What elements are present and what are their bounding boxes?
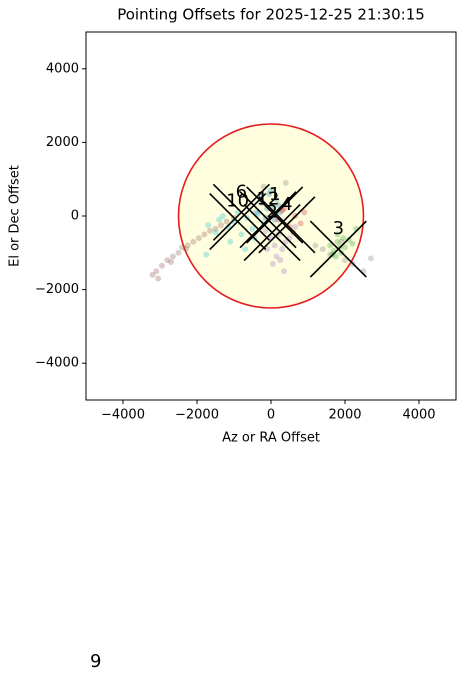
scatter-point xyxy=(182,246,189,253)
cluster-label: 12 xyxy=(257,189,280,210)
scatter-point xyxy=(268,187,274,194)
x-tick-label: 0 xyxy=(267,408,275,423)
scatter-point xyxy=(190,238,197,245)
scatter-point xyxy=(271,216,278,223)
scatter-point xyxy=(292,224,299,231)
scatter-point xyxy=(168,259,175,265)
scatter-point xyxy=(216,216,223,223)
scatter-point xyxy=(312,242,319,249)
scatter-point xyxy=(334,238,341,245)
cluster-label: 10 xyxy=(226,191,249,212)
scatter-point xyxy=(169,253,176,260)
cross-marker xyxy=(212,183,270,241)
scatter-point xyxy=(218,222,225,229)
scatter-point xyxy=(179,244,186,251)
cross-marker xyxy=(246,186,304,244)
scatter-point xyxy=(223,218,230,225)
scatter-point xyxy=(206,227,213,234)
x-tick-label: 4000 xyxy=(402,408,435,423)
scatter-point xyxy=(201,231,208,238)
cluster-label: 2 xyxy=(266,202,277,223)
x-axis-label: Az or RA Offset xyxy=(222,431,320,446)
scatter-point xyxy=(271,242,278,249)
scatter-point xyxy=(342,244,348,251)
scatter-point xyxy=(273,196,280,203)
scatter-point xyxy=(277,257,284,264)
footer: 9 xyxy=(90,651,101,672)
scatter-point xyxy=(219,213,226,219)
x-tick-label: 2000 xyxy=(328,408,361,423)
cluster-label: 6 xyxy=(236,181,247,202)
cross-marker xyxy=(209,192,267,251)
scatter-point xyxy=(205,222,212,229)
scatter-point xyxy=(349,240,356,247)
scatter-point xyxy=(195,235,202,242)
scatter-point xyxy=(338,238,345,245)
scatter-point xyxy=(184,242,191,249)
scatter-point xyxy=(367,255,374,262)
scatter-point xyxy=(203,251,210,258)
scatter-point xyxy=(158,262,165,269)
scatter-point xyxy=(264,246,271,253)
cluster-label: 3 xyxy=(333,218,344,239)
scatter-point xyxy=(279,246,286,253)
scatter-point xyxy=(164,257,171,264)
scatter-point xyxy=(155,275,162,282)
scatter-point xyxy=(275,201,282,208)
y-tick-label: 2000 xyxy=(46,135,79,150)
scatter-point xyxy=(280,268,287,275)
scatter-point xyxy=(266,190,273,197)
y-tick-label: −4000 xyxy=(35,356,79,371)
scatter-point xyxy=(345,236,352,243)
scatter-point xyxy=(242,246,249,253)
scatter-point xyxy=(332,253,339,260)
scatter-point xyxy=(212,229,219,236)
x-tick-label: −2000 xyxy=(175,408,219,423)
chart-title: Pointing Offsets for 2025-12-25 21:30:15 xyxy=(117,6,425,24)
scatter-point xyxy=(153,268,160,275)
scatter-point xyxy=(227,238,234,245)
y-tick-label: 0 xyxy=(71,209,79,224)
scatter-point xyxy=(282,179,289,186)
scatter-point xyxy=(262,227,269,234)
scatter-point xyxy=(238,231,245,238)
scatter-point xyxy=(327,242,334,249)
scatter-point xyxy=(342,257,348,264)
scatter-point xyxy=(301,209,308,216)
cross-marker xyxy=(258,196,316,254)
scatter-point xyxy=(175,249,182,256)
cluster-label: 4 xyxy=(281,194,292,215)
scatter-point xyxy=(340,235,347,242)
scatter-point xyxy=(255,211,262,218)
scatter-point xyxy=(249,225,256,232)
scatter-point xyxy=(273,253,280,260)
scatter-point xyxy=(319,246,326,253)
scatter-point xyxy=(269,260,276,267)
scatter-point xyxy=(282,238,289,245)
cross-marker xyxy=(243,203,301,262)
scatter-point xyxy=(253,209,260,216)
y-tick-label: 4000 xyxy=(46,61,79,76)
y-axis-label: El or Dec Offset xyxy=(8,165,23,267)
scatter-point xyxy=(212,225,219,232)
x-tick-label: −4000 xyxy=(101,408,145,423)
cross-marker xyxy=(309,220,367,278)
scatter-point xyxy=(334,231,341,238)
y-tick-label: −2000 xyxy=(35,282,79,297)
cluster-label: 1 xyxy=(269,184,280,205)
cross-marker xyxy=(239,191,297,249)
scatter-point xyxy=(297,220,304,227)
scatter-point xyxy=(149,271,156,278)
